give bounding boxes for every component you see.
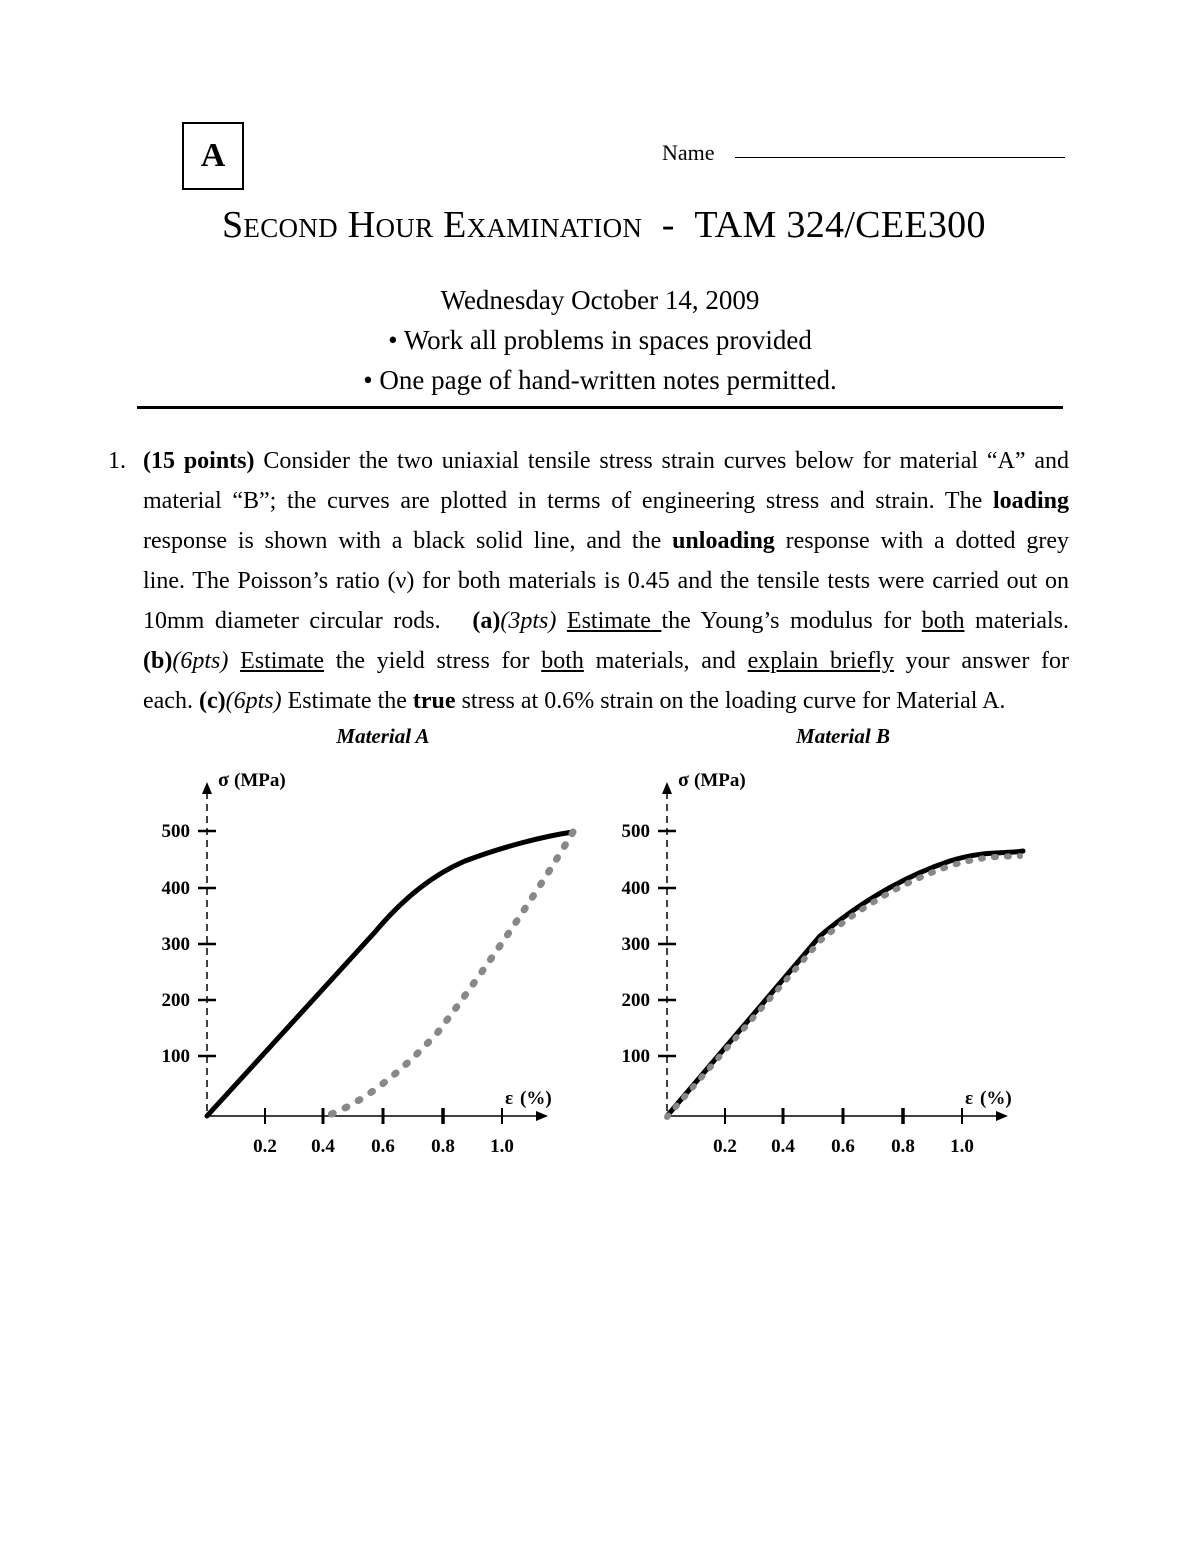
svg-text:(%): (%) <box>520 1088 552 1109</box>
svg-text:0.2: 0.2 <box>713 1136 737 1157</box>
svg-text:1.0: 1.0 <box>490 1136 514 1157</box>
svg-text:100: 100 <box>622 1046 651 1067</box>
svg-text:(MPa): (MPa) <box>234 770 286 791</box>
svg-text:500: 500 <box>162 821 191 842</box>
svg-text:1.0: 1.0 <box>950 1136 974 1157</box>
svg-text:0.4: 0.4 <box>771 1136 795 1157</box>
svg-text:400: 400 <box>622 878 651 899</box>
svg-text:ε: ε <box>965 1088 973 1109</box>
svg-text:0.4: 0.4 <box>311 1136 335 1157</box>
svg-text:0.6: 0.6 <box>831 1136 855 1157</box>
svg-text:0.8: 0.8 <box>891 1136 915 1157</box>
svg-text:0.2: 0.2 <box>253 1136 277 1157</box>
svg-text:200: 200 <box>622 990 651 1011</box>
svg-text:(%): (%) <box>980 1088 1012 1109</box>
svg-text:500: 500 <box>622 821 651 842</box>
svg-text:300: 300 <box>622 934 651 955</box>
svg-text:200: 200 <box>162 990 191 1011</box>
svg-text:0.6: 0.6 <box>371 1136 395 1157</box>
svg-text:σ: σ <box>218 769 229 791</box>
svg-text:100: 100 <box>162 1046 191 1067</box>
svg-text:300: 300 <box>162 934 191 955</box>
svg-text:0.8: 0.8 <box>431 1136 455 1157</box>
svg-text:400: 400 <box>162 878 191 899</box>
svg-text:ε: ε <box>505 1088 513 1109</box>
svg-text:(MPa): (MPa) <box>694 770 746 791</box>
svg-text:σ: σ <box>678 769 689 791</box>
